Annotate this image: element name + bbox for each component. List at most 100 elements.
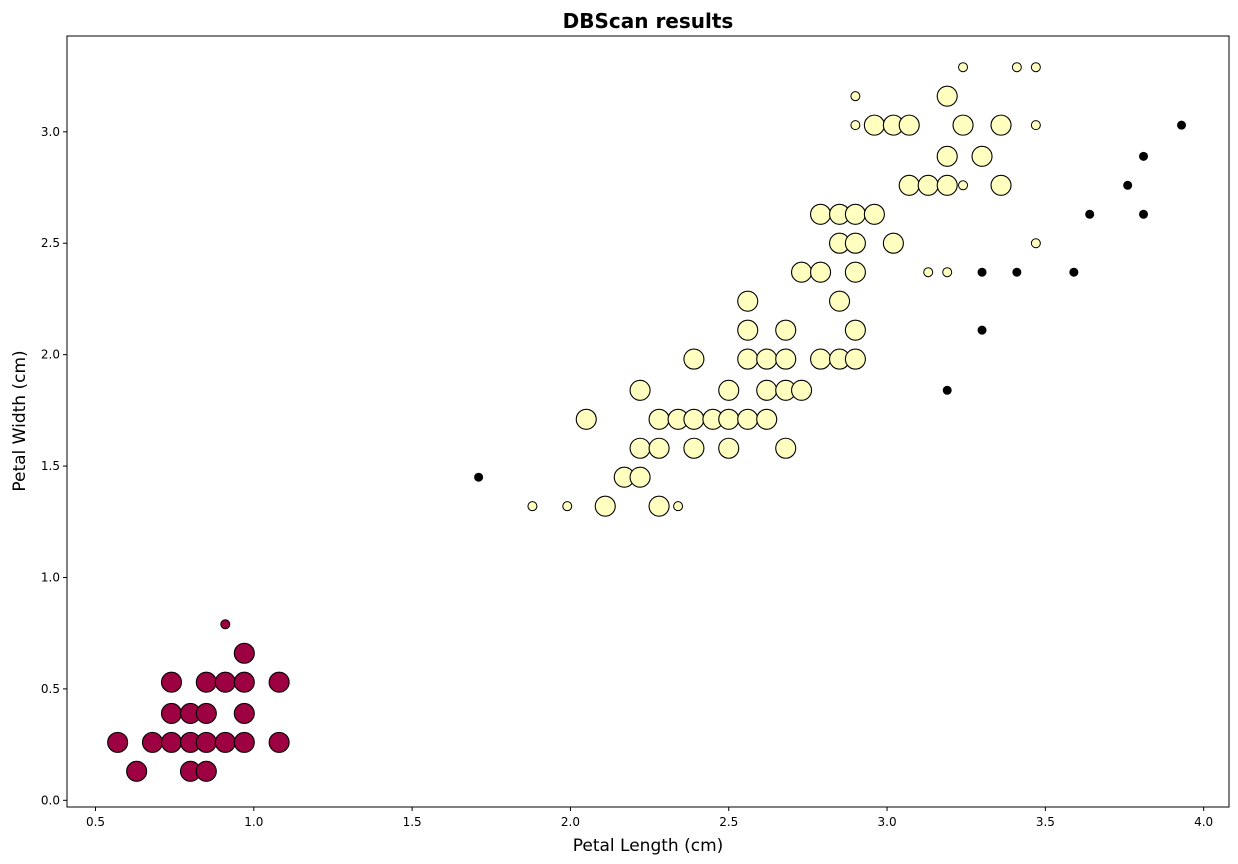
noise-point (942, 385, 952, 395)
cluster-1-core-point (863, 114, 885, 136)
cluster-1-core-point (863, 203, 885, 225)
cluster-1-core-point (683, 437, 705, 459)
cluster-1-core-point (810, 203, 832, 225)
cluster-1-core-point (718, 437, 740, 459)
cluster-1-core-point (737, 348, 759, 370)
cluster-1-core-point (718, 408, 740, 430)
cluster-1-border-point (1011, 62, 1022, 73)
cluster-1-core-point (971, 145, 993, 167)
cluster-1-core-point (829, 290, 851, 312)
noise-point (1139, 151, 1149, 161)
x-tick-label: 3.5 (1036, 815, 1055, 829)
y-tick-label: 3.0 (41, 125, 60, 139)
noise-point (1012, 267, 1022, 277)
cluster-1-border-point (923, 267, 934, 278)
x-tick-label: 1.5 (403, 815, 422, 829)
cluster-1-core-point (844, 261, 866, 283)
y-axis-label: Petal Width (cm) (10, 350, 30, 491)
points-layer (107, 62, 1187, 782)
x-tick-label: 2.0 (561, 815, 580, 829)
cluster-0-border-point (220, 619, 231, 630)
x-tick-label: 3.0 (878, 815, 897, 829)
cluster-1-core-point (737, 408, 759, 430)
cluster-1-core-point (791, 261, 813, 283)
cluster-1-core-point (791, 379, 813, 401)
cluster-1-core-point (844, 348, 866, 370)
cluster-1-border-point (942, 267, 953, 278)
cluster-1-core-point (737, 319, 759, 341)
y-tick-label: 2.5 (41, 236, 60, 250)
cluster-1-core-point (629, 437, 651, 459)
noise-point (977, 267, 987, 277)
cluster-1-border-point (562, 501, 573, 512)
cluster-0-core-point (195, 702, 217, 724)
cluster-0-core-point (268, 731, 290, 753)
cluster-0-core-point (233, 731, 255, 753)
noise-point (1139, 209, 1149, 219)
cluster-1-core-point (648, 408, 670, 430)
x-tick-label: 0.5 (86, 815, 105, 829)
cluster-0-core-point (195, 760, 217, 782)
cluster-1-core-point (936, 174, 958, 196)
cluster-1-core-point (990, 114, 1012, 136)
y-tick-label: 0.0 (41, 793, 60, 807)
cluster-1-core-point (775, 348, 797, 370)
cluster-1-core-point (936, 85, 958, 107)
x-tick-label: 4.0 (1194, 815, 1213, 829)
cluster-0-core-point (126, 760, 148, 782)
cluster-1-core-point (737, 290, 759, 312)
cluster-1-core-point (990, 174, 1012, 196)
noise-point (1123, 180, 1133, 190)
cluster-0-core-point (195, 671, 217, 693)
noise-point (1069, 267, 1079, 277)
cluster-1-core-point (594, 495, 616, 517)
cluster-0-core-point (233, 671, 255, 693)
y-tick-label: 1.0 (41, 570, 60, 584)
cluster-1-core-point (936, 145, 958, 167)
noise-point (1085, 209, 1095, 219)
cluster-0-core-point (141, 731, 164, 753)
cluster-0-core-point (195, 731, 217, 753)
cluster-1-border-point (673, 501, 684, 512)
cluster-1-core-point (775, 437, 797, 459)
cluster-1-core-point (683, 348, 705, 370)
cluster-1-core-point (810, 348, 832, 370)
x-axis-label: Petal Length (cm) (573, 836, 724, 856)
y-tick-label: 2.0 (41, 348, 60, 362)
cluster-1-core-point (629, 466, 651, 488)
cluster-1-core-point (629, 379, 651, 401)
cluster-1-core-point (810, 261, 832, 283)
cluster-1-core-point (648, 437, 670, 459)
cluster-0-core-point (160, 731, 183, 753)
cluster-1-border-point (1030, 62, 1041, 73)
cluster-1-core-point (844, 232, 866, 254)
cluster-1-core-point (917, 174, 939, 196)
y-axis-ticks: 0.0 0.5 1.0 1.5 2.0 2.5 3.0 (41, 125, 67, 807)
cluster-1-core-point (844, 203, 866, 225)
plot-frame (66, 35, 1230, 808)
cluster-1-core-point (898, 114, 920, 136)
cluster-0-core-point (214, 671, 236, 693)
y-tick-label: 0.5 (41, 682, 60, 696)
cluster-1-core-point (756, 348, 778, 370)
cluster-1-border-point (850, 120, 861, 131)
cluster-1-border-point (958, 180, 969, 191)
cluster-1-core-point (683, 408, 705, 430)
cluster-0-core-point (233, 702, 255, 724)
noise-point (1177, 120, 1187, 130)
cluster-1-border-point (527, 501, 538, 512)
cluster-1-core-point (756, 408, 778, 430)
x-axis-ticks: 0.5 1.0 1.5 2.0 2.5 3.0 3.5 4.0 (86, 807, 1213, 829)
y-tick-label: 1.5 (41, 459, 60, 473)
cluster-1-core-point (898, 174, 920, 196)
cluster-0-core-point (233, 642, 255, 664)
cluster-1-core-point (756, 379, 778, 401)
cluster-0-core-point (107, 731, 129, 753)
cluster-0-core-point (160, 702, 183, 724)
cluster-0-core-point (268, 671, 290, 693)
cluster-0-core-point (214, 731, 236, 753)
cluster-1-core-point (648, 495, 670, 517)
cluster-1-core-point (952, 114, 974, 136)
x-tick-label: 2.5 (719, 815, 738, 829)
